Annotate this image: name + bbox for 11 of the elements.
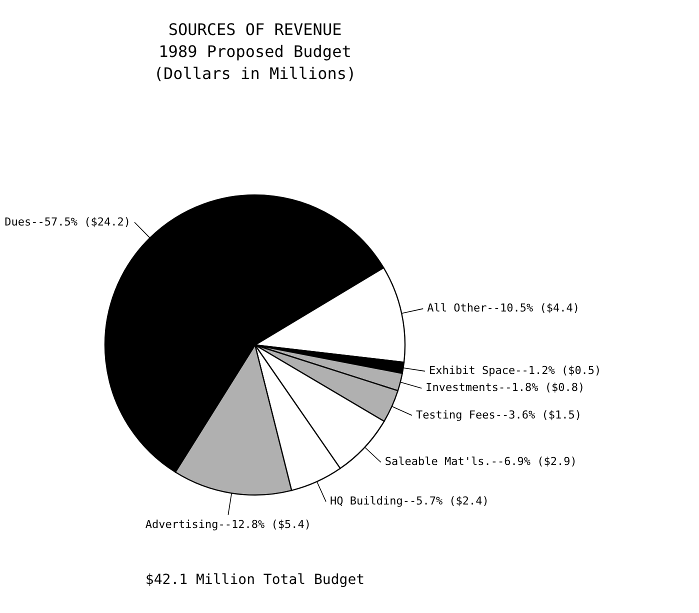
slice-label: All Other--10.5% ($4.4) [427, 302, 580, 315]
slice-label: Saleable Mat'ls.--6.9% ($2.9) [384, 455, 577, 468]
slice-label: Testing Fees--3.6% ($1.5) [416, 408, 582, 422]
text: $42.1 Million Total Budget [145, 572, 365, 588]
slice-label: Investments--1.8% ($0.8) [426, 381, 585, 394]
slice-label: Dues--57.5% ($24.2) [4, 215, 131, 228]
chart-subtitle: 1989 Proposed Budget (Dollars in Millions) [154, 42, 356, 83]
slice-label: HQ Building--5.7% ($2.4) [330, 494, 489, 508]
chart-title: SOURCES OF REVENUE [168, 20, 342, 39]
slice-label: Advertising--12.8% ($5.4) [145, 518, 311, 531]
slice-label: Exhibit Space--1.2% ($0.5) [428, 364, 602, 378]
